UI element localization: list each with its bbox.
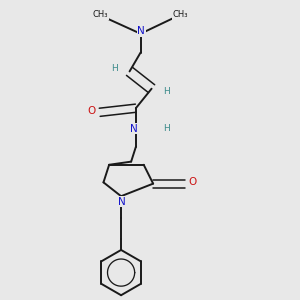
Text: H: H — [163, 124, 170, 134]
Text: O: O — [88, 106, 96, 116]
Text: CH₃: CH₃ — [93, 10, 108, 19]
Text: H: H — [163, 87, 170, 96]
Text: H: H — [111, 64, 118, 74]
Text: CH₃: CH₃ — [172, 10, 188, 19]
Text: N: N — [130, 124, 138, 134]
Text: O: O — [188, 177, 196, 188]
Text: N: N — [137, 26, 145, 36]
Text: N: N — [118, 197, 125, 207]
